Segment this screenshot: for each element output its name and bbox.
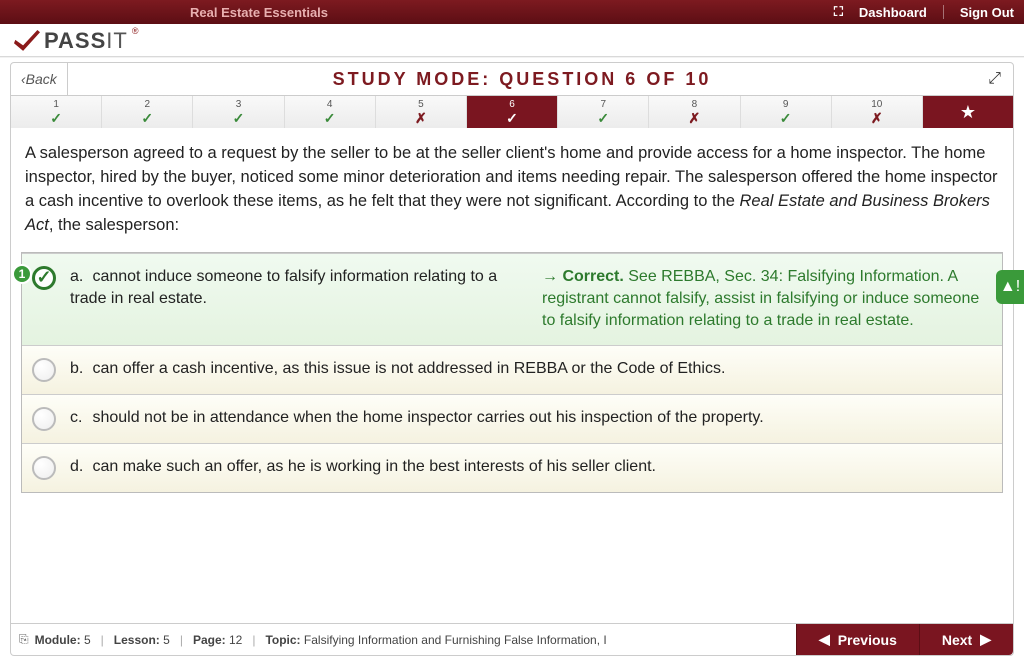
x-icon: ✗	[415, 111, 427, 125]
progress-num: 1	[53, 100, 59, 110]
nav-buttons: ◀ Previous Next ▶	[796, 624, 1013, 655]
attempt-badge: 1	[12, 264, 32, 284]
progress-num: 3	[236, 100, 242, 110]
lesson-label: Lesson:	[114, 633, 160, 647]
answer-text: a. cannot induce someone to falsify info…	[70, 266, 512, 333]
progress-cell-1[interactable]: 1✓	[11, 96, 102, 128]
answer-body: d. can make such an offer, as he is work…	[70, 456, 984, 480]
main-area: ‹ Back STUDY MODE: QUESTION 6 OF 10 ⤢ 1✓…	[0, 62, 1024, 656]
footer-bar: ⎘ Module: 5 | Lesson: 5 | Page: 12 | Top…	[10, 624, 1014, 656]
answer-text: d. can make such an offer, as he is work…	[70, 456, 984, 480]
module-value: 5	[84, 633, 91, 647]
logo[interactable]: PASSIT ®	[14, 28, 138, 54]
progress-cell-3[interactable]: 3✓	[193, 96, 284, 128]
logo-registered-icon: ®	[132, 26, 139, 36]
progress-num: 2	[145, 100, 151, 110]
mode-bar: ‹ Back STUDY MODE: QUESTION 6 OF 10 ⤢	[10, 62, 1014, 96]
lesson-value: 5	[163, 633, 170, 647]
check-icon: ✓	[233, 111, 245, 125]
dashboard-link[interactable]: Dashboard	[859, 5, 927, 20]
page-value: 12	[229, 633, 242, 647]
topic-value: Falsifying Information and Furnishing Fa…	[304, 633, 607, 647]
progress-num: 5	[418, 100, 424, 110]
progress-num: 8	[692, 100, 698, 110]
prev-label: Previous	[838, 632, 897, 648]
logo-text: PASSIT	[44, 28, 128, 54]
progress-cell-2[interactable]: 2✓	[102, 96, 193, 128]
module-label: Module:	[35, 633, 81, 647]
progress-cell-4[interactable]: 4✓	[285, 96, 376, 128]
logo-bar: PASSIT ®	[0, 24, 1024, 58]
progress-cell-7[interactable]: 7✓	[558, 96, 649, 128]
fullscreen-icon[interactable]: ⛶	[834, 4, 843, 20]
x-icon: ✗	[689, 111, 701, 125]
answer-row-c[interactable]: c. should not be in attendance when the …	[22, 394, 1002, 443]
sep: |	[101, 633, 104, 647]
top-bar: Real Estate Essentials ⛶ Dashboard Sign …	[0, 0, 1024, 24]
star-cell[interactable]: ★	[923, 96, 1013, 128]
answer-row-d[interactable]: d. can make such an offer, as he is work…	[22, 443, 1002, 492]
progress-cell-5[interactable]: 5✗	[376, 96, 467, 128]
progress-num: 9	[783, 100, 789, 110]
check-icon: ✓	[506, 111, 518, 125]
question-post: , the salesperson:	[49, 216, 179, 234]
back-label: Back	[26, 71, 57, 87]
next-button[interactable]: Next ▶	[919, 624, 1013, 655]
back-button[interactable]: ‹ Back	[11, 63, 68, 95]
alert-tab[interactable]: ▲!	[996, 270, 1024, 304]
course-title: Real Estate Essentials	[190, 5, 328, 20]
check-icon: ✓	[780, 111, 792, 125]
logo-check-icon	[14, 30, 40, 52]
content-box: A salesperson agreed to a request by the…	[10, 128, 1014, 624]
check-icon: ✓	[324, 111, 336, 125]
progress-num: 6	[509, 100, 515, 110]
radio-button[interactable]	[32, 266, 56, 290]
next-label: Next	[942, 632, 972, 648]
progress-cell-6[interactable]: 6✓	[467, 96, 558, 128]
answer-body: b. can offer a cash incentive, as this i…	[70, 358, 984, 382]
progress-num: 4	[327, 100, 333, 110]
radio-button[interactable]	[32, 407, 56, 431]
answer-row-a[interactable]: 1a. cannot induce someone to falsify inf…	[22, 253, 1002, 345]
progress-num: 10	[871, 100, 882, 110]
radio-button[interactable]	[32, 358, 56, 382]
x-icon: ✗	[871, 111, 883, 125]
top-bar-right: ⛶ Dashboard Sign Out	[834, 4, 1014, 20]
radio-button[interactable]	[32, 456, 56, 480]
progress-cell-8[interactable]: 8✗	[649, 96, 740, 128]
question-text: A salesperson agreed to a request by the…	[21, 142, 1003, 252]
answer-body: a. cannot induce someone to falsify info…	[70, 266, 984, 333]
progress-row: 1✓2✓3✓4✓5✗6✓7✓8✗9✓10✗★	[10, 96, 1014, 128]
answer-text: b. can offer a cash incentive, as this i…	[70, 358, 984, 382]
divider	[943, 5, 944, 19]
check-icon: ✓	[141, 111, 153, 125]
footer-meta: Module: 5 | Lesson: 5 | Page: 12 | Topic…	[35, 633, 607, 647]
check-icon: ✓	[597, 111, 609, 125]
previous-button[interactable]: ◀ Previous	[796, 624, 919, 655]
page-label: Page:	[193, 633, 226, 647]
topic-label: Topic:	[265, 633, 300, 647]
expand-icon[interactable]: ⤢	[976, 70, 1013, 88]
progress-cell-10[interactable]: 10✗	[832, 96, 923, 128]
sign-out-link[interactable]: Sign Out	[960, 5, 1014, 20]
answers-container: © Passit 0.02Xj 1a. cannot induce someon…	[21, 252, 1003, 493]
feedback-text: → Correct. See REBBA, Sec. 34: Falsifyin…	[542, 266, 984, 333]
answer-text: c. should not be in attendance when the …	[70, 407, 984, 431]
sep: |	[252, 633, 255, 647]
check-icon: ✓	[50, 111, 62, 125]
answer-row-b[interactable]: b. can offer a cash incentive, as this i…	[22, 345, 1002, 394]
progress-cell-9[interactable]: 9✓	[741, 96, 832, 128]
mode-title: STUDY MODE: QUESTION 6 OF 10	[68, 69, 976, 90]
sep: |	[180, 633, 183, 647]
exit-icon[interactable]: ⎘	[19, 632, 29, 647]
answer-body: c. should not be in attendance when the …	[70, 407, 984, 431]
progress-num: 7	[600, 100, 606, 110]
